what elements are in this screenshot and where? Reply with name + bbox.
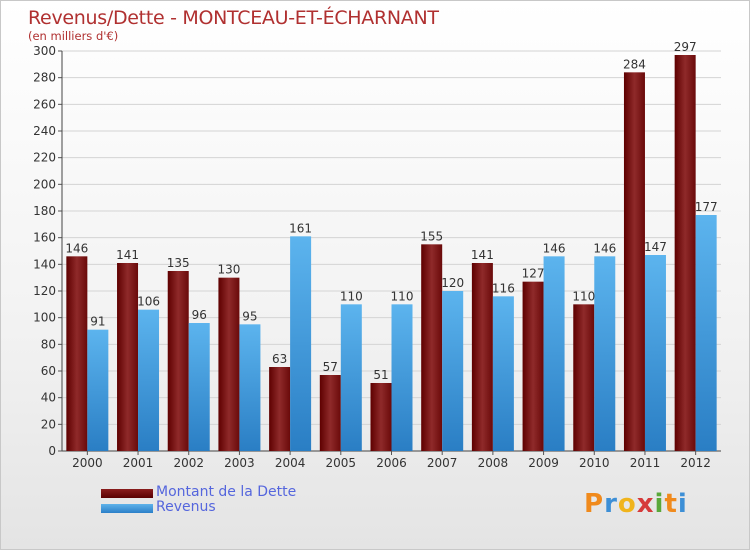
logo-letter: i — [654, 489, 665, 519]
data-label-revenus: 91 — [90, 315, 105, 329]
y-tick-label: 240 — [33, 124, 56, 138]
bar-revenus — [290, 236, 312, 451]
data-label-dette: 135 — [167, 256, 190, 270]
logo-letter: r — [604, 489, 618, 519]
proxiti-logo: Proxiti — [584, 489, 688, 519]
bar-dette — [623, 72, 645, 451]
data-label-dette: 130 — [217, 263, 240, 277]
x-tick-label: 2011 — [630, 456, 661, 470]
data-label-revenus: 96 — [192, 308, 207, 322]
bar-revenus — [340, 304, 362, 451]
data-label-dette: 127 — [522, 267, 545, 281]
bar-dette — [573, 304, 595, 451]
y-tick-label: 300 — [33, 44, 56, 58]
logo-letter: t — [664, 489, 678, 519]
bar-dette — [269, 367, 291, 451]
bar-revenus — [87, 329, 109, 451]
bar-revenus — [239, 324, 261, 451]
data-label-revenus: 95 — [242, 309, 257, 323]
bar-dette — [522, 281, 544, 451]
logo-letter: o — [617, 489, 637, 519]
y-tick-label: 120 — [33, 284, 56, 298]
y-tick-label: 20 — [41, 417, 56, 431]
y-tick-label: 180 — [33, 204, 56, 218]
data-label-revenus: 120 — [441, 276, 464, 290]
bar-revenus — [543, 256, 565, 451]
y-tick-label: 80 — [41, 337, 56, 351]
data-label-revenus: 110 — [340, 289, 363, 303]
y-tick-label: 0 — [48, 444, 56, 458]
bar-revenus — [188, 323, 210, 451]
y-tick-label: 280 — [33, 71, 56, 85]
legend-label-revenus: Revenus — [156, 499, 216, 515]
x-tick-label: 2008 — [478, 456, 509, 470]
bar-dette — [218, 277, 240, 451]
bar-revenus — [138, 309, 160, 451]
bar-dette — [117, 263, 139, 451]
data-label-revenus: 146 — [593, 241, 616, 255]
data-label-revenus: 146 — [543, 241, 566, 255]
data-label-dette: 57 — [323, 360, 338, 374]
data-label-revenus: 116 — [492, 281, 515, 295]
logo-letter: i — [677, 489, 688, 519]
x-tick-label: 2010 — [579, 456, 610, 470]
data-label-dette: 110 — [572, 289, 595, 303]
bar-revenus — [442, 291, 464, 451]
data-label-dette: 141 — [471, 248, 494, 262]
y-tick-label: 160 — [33, 231, 56, 245]
y-tick-label: 260 — [33, 97, 56, 111]
bar-dette — [319, 375, 341, 451]
bar-revenus — [391, 304, 413, 451]
data-label-revenus: 177 — [695, 200, 718, 214]
chart-subtitle: (en milliers d'€) — [28, 29, 119, 43]
bar-dette — [674, 55, 696, 451]
bar-revenus — [644, 255, 666, 451]
legend-swatch-revenus — [101, 504, 153, 513]
legend-swatch-dette — [101, 489, 153, 498]
bar-revenus — [695, 215, 717, 451]
data-label-dette: 297 — [674, 40, 697, 54]
chart-title: Revenus/Dette - MONTCEAU-ET-ÉCHARNANT — [28, 7, 439, 29]
data-label-dette: 155 — [420, 229, 443, 243]
y-tick-label: 200 — [33, 177, 56, 191]
data-label-revenus: 106 — [137, 295, 160, 309]
bar-dette — [370, 383, 392, 451]
logo-letter: P — [584, 489, 605, 519]
legend-label-dette: Montant de la Dette — [156, 484, 297, 500]
bar-dette — [421, 244, 443, 451]
data-label-dette: 51 — [373, 368, 388, 382]
bar-dette — [471, 263, 493, 451]
bar-dette — [167, 271, 189, 451]
data-label-dette: 141 — [116, 248, 139, 262]
data-label-dette: 284 — [623, 57, 646, 71]
x-tick-label: 2002 — [173, 456, 204, 470]
y-tick-label: 40 — [41, 391, 56, 405]
y-tick-label: 100 — [33, 311, 56, 325]
x-tick-label: 2004 — [275, 456, 306, 470]
x-tick-label: 2007 — [427, 456, 458, 470]
x-tick-label: 2006 — [376, 456, 407, 470]
x-tick-label: 2000 — [72, 456, 103, 470]
data-label-dette: 63 — [272, 352, 287, 366]
x-tick-label: 2005 — [326, 456, 357, 470]
data-label-revenus: 161 — [289, 221, 312, 235]
bar-dette — [66, 256, 88, 451]
data-label-dette: 146 — [65, 241, 88, 255]
y-tick-label: 140 — [33, 257, 56, 271]
logo-letter: x — [636, 489, 655, 519]
y-tick-label: 220 — [33, 151, 56, 165]
y-tick-label: 60 — [41, 364, 56, 378]
x-tick-label: 2009 — [528, 456, 559, 470]
bar-revenus — [492, 296, 514, 451]
x-tick-label: 2001 — [123, 456, 154, 470]
bar-revenus — [594, 256, 616, 451]
data-label-revenus: 110 — [391, 289, 414, 303]
x-tick-label: 2012 — [680, 456, 711, 470]
data-label-revenus: 147 — [644, 240, 667, 254]
x-tick-label: 2003 — [224, 456, 255, 470]
